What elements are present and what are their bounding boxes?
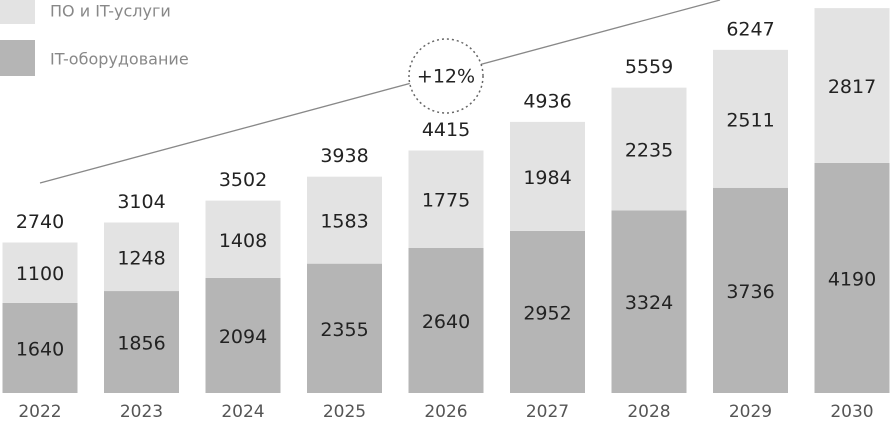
x-tick-label: 2023	[120, 402, 163, 422]
x-tick-label: 2022	[18, 402, 61, 422]
bar-segment	[713, 49, 788, 188]
bar-segment	[814, 162, 890, 393]
data-label: 2817	[828, 76, 876, 98]
growth-circle	[408, 38, 484, 114]
bar-segment	[510, 121, 585, 231]
data-label: 2235	[625, 140, 673, 162]
bar-segment	[2, 302, 78, 393]
x-tick-label: 2026	[424, 402, 467, 422]
total-label: 5559	[625, 56, 673, 78]
total-label: 3502	[219, 169, 267, 191]
data-label: 1248	[117, 247, 165, 269]
data-label: 1775	[422, 190, 470, 212]
data-label: 1856	[117, 333, 165, 355]
legend-swatch	[0, 40, 35, 76]
data-label: 1583	[320, 211, 368, 233]
total-label: 3104	[117, 191, 165, 213]
legend-label: IT-оборудование	[50, 50, 189, 69]
data-label: 2640	[422, 311, 470, 333]
data-label: 2094	[219, 326, 267, 348]
bar-segment	[510, 230, 585, 393]
bar-segment	[205, 277, 281, 393]
data-label: 4190	[828, 268, 876, 290]
total-label: 4415	[422, 119, 470, 141]
bar-segment	[408, 247, 484, 393]
bar-segment	[205, 200, 281, 278]
growth-annotation: +12%	[417, 66, 475, 88]
x-tick-label: 2028	[627, 402, 670, 422]
bar-segment	[814, 8, 890, 163]
x-tick-label: 2027	[526, 402, 569, 422]
bar-segment	[307, 263, 382, 393]
data-label: 2355	[320, 319, 368, 341]
data-label: 1984	[523, 167, 571, 189]
data-label: 2511	[726, 109, 774, 131]
bar-segment	[104, 222, 179, 292]
data-label: 1640	[16, 338, 64, 360]
total-label: 3938	[320, 145, 368, 167]
x-tick-label: 2029	[729, 402, 772, 422]
legend-swatch	[0, 0, 35, 24]
bar-segment	[2, 242, 78, 303]
bar-segment	[408, 150, 484, 248]
x-tick-label: 2030	[830, 402, 873, 422]
bar-segment	[611, 87, 687, 211]
total-label: 4936	[523, 90, 571, 112]
bar-segment	[611, 210, 687, 393]
trend-line	[39, 0, 721, 184]
data-label: 1408	[219, 230, 267, 252]
x-tick-label: 2024	[221, 402, 264, 422]
total-label: 6247	[726, 18, 774, 40]
data-label: 2952	[523, 302, 571, 324]
total-label: 2740	[16, 211, 64, 233]
data-label: 3736	[726, 281, 774, 303]
data-label: 3324	[625, 292, 673, 314]
bar-segment	[104, 291, 179, 393]
bar-segment	[713, 187, 788, 393]
data-label: 1100	[16, 263, 64, 285]
x-tick-label: 2025	[323, 402, 366, 422]
bar-segment	[307, 176, 382, 264]
legend-label: ПО и IT-услуги	[50, 2, 171, 21]
